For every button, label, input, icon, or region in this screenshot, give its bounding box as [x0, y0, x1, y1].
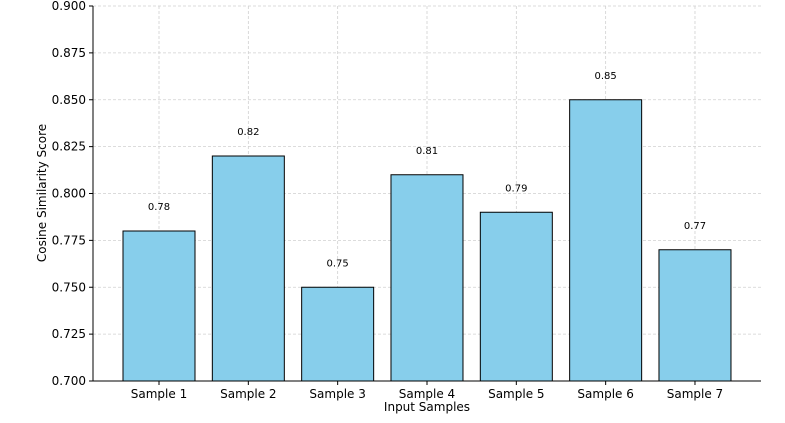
bar	[301, 286, 375, 382]
bar	[211, 155, 285, 382]
y-tick-label: 0.850	[52, 93, 86, 107]
x-tick-label: Sample 6	[577, 387, 633, 401]
data-label: 0.77	[684, 221, 706, 232]
x-tick-label: Sample 2	[220, 387, 276, 401]
y-tick-label: 0.725	[52, 327, 86, 341]
y-tick-label: 0.800	[52, 187, 86, 201]
x-tick-label: Sample 1	[131, 387, 187, 401]
y-tick-label: 0.875	[52, 46, 86, 60]
data-label: 0.78	[148, 202, 170, 213]
bar	[122, 230, 196, 382]
data-label: 0.82	[237, 127, 259, 138]
y-axis-label: Cosine Similarity Score	[35, 124, 49, 262]
bar	[658, 249, 732, 382]
x-tick-label: Sample 5	[488, 387, 544, 401]
y-tick-label: 0.750	[52, 280, 86, 294]
x-tick-label: Sample 4	[399, 387, 455, 401]
y-tick-label: 0.825	[52, 140, 86, 154]
y-tick-label: 0.775	[52, 233, 86, 247]
data-label: 0.85	[595, 71, 617, 82]
data-label: 0.79	[505, 183, 527, 194]
data-label: 0.75	[327, 258, 349, 269]
bar	[569, 99, 643, 382]
bar	[390, 174, 464, 382]
data-label: 0.81	[416, 146, 438, 157]
x-tick-label: Sample 7	[667, 387, 723, 401]
bar	[479, 211, 553, 382]
x-axis-label: Input Samples	[384, 400, 470, 414]
x-tick-label: Sample 3	[309, 387, 365, 401]
y-tick-label: 0.900	[52, 0, 86, 13]
y-tick-label: 0.700	[52, 374, 86, 388]
